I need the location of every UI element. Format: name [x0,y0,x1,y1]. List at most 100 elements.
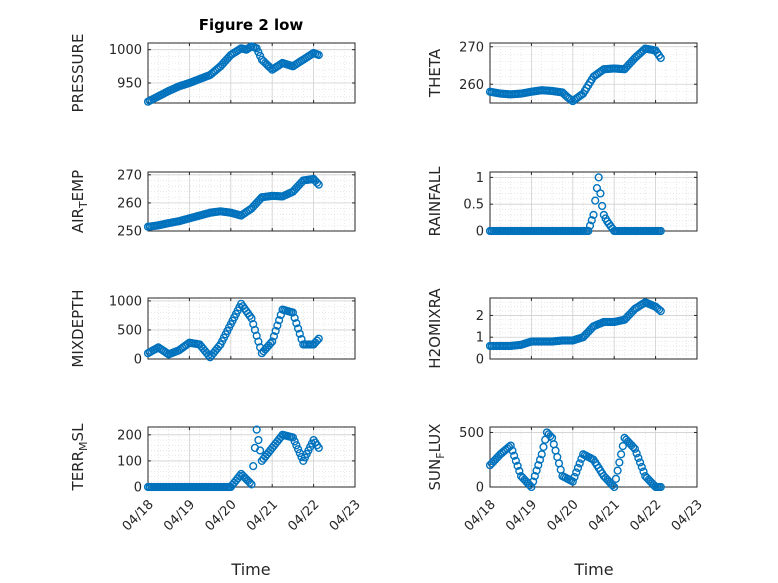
data-point [295,329,304,338]
y-tick-label: 100 [117,454,142,469]
y-tick-label: 0.5 [463,198,484,213]
panel-row4-right: 0 500 04/18 04/19 04/20 04/21 04/22 04/23 SUNFLU… [426,424,706,535]
y-axis-label: THETA [426,48,444,98]
data-point [570,472,579,482]
x-tick-label: 04/23 [327,497,364,534]
y-tick-label: 500 [459,426,484,441]
y-axis-label: H2OMIXRA [426,288,444,369]
data-point [611,474,621,483]
data-point [254,435,263,445]
data-point [252,44,261,53]
y-axis-label: MIXDEPTH [69,289,87,367]
y-label-subscript: F [434,452,447,458]
figure-title: Figure 2 low [199,16,304,34]
y-axis-label: PRESSURE [69,34,87,113]
y-label-subscript: T [77,201,90,209]
x-tick-label: 04/22 [627,497,664,534]
y-tick-label: 1000 [109,43,142,58]
data-point [566,95,576,104]
y-tick-label: 1000 [109,294,142,309]
data-point [527,482,536,492]
data-point [608,481,617,490]
data-point [537,450,546,459]
y-label-part: EMP [69,170,87,201]
y-tick-label: 0 [476,481,484,496]
y-axis-label: TERRMSL [69,423,90,492]
axes-box [489,42,698,104]
data-point [613,466,622,475]
data-point [656,226,665,236]
data-point [575,459,584,468]
axes-box [489,171,698,232]
data-point [568,477,577,486]
x-tick-label: 04/22 [285,497,322,534]
data-point [508,446,517,455]
data-point [266,339,275,348]
data-point [587,216,596,225]
x-axis-label-right: Time [573,560,613,579]
data-point [288,308,298,317]
y-label-part: AIR [69,208,87,233]
data-point [529,477,538,486]
data-point [656,306,665,316]
data-point [235,472,244,481]
x-axis-label-left: Time [230,560,270,579]
data-point [656,482,665,492]
axes-box [489,426,698,488]
data-point [506,441,515,450]
data-point [532,466,541,475]
data-point [573,463,583,473]
data-point [630,444,640,453]
data-point [615,458,624,467]
data-point [292,319,301,328]
x-tick-label: 04/20 [545,497,582,534]
y-tick-label: 0 [134,353,142,368]
x-tick-label: 04/21 [586,497,623,534]
data-point [572,468,581,477]
x-tick-label: 04/19 [503,497,540,534]
data-point [293,445,303,454]
data-point [288,433,298,442]
y-tick-label: 270 [117,168,142,183]
data-point [204,351,213,360]
y-label-part: SL [69,423,87,442]
data-point [312,336,322,345]
y-tick-label: 500 [117,323,142,338]
data-point [314,334,323,343]
panel-row2-right: 0 0.5 1 RAINFALL [426,166,698,240]
y-axis-label: SUNFLUX [426,424,447,491]
data-point [515,466,524,476]
data-point [252,425,261,434]
data-point [312,178,322,187]
data-point [534,461,543,470]
data-point [610,482,619,492]
data-point [654,305,664,314]
y-tick-label: 0 [476,225,484,240]
data-point [546,431,555,441]
data-point [616,450,626,459]
y-label-part: TERR [69,451,87,492]
y-tick-label: 2 [476,309,484,324]
panel-top-left: 950 1000 PRESSURE [69,34,356,113]
y-tick-label: 250 [117,225,142,240]
data-point [290,437,299,446]
y-axis-label: RAINFALL [426,166,444,237]
y-tick-label: 200 [117,428,142,443]
panel-row3-left: 0 500 1000 MIXDEPTH [69,289,356,368]
y-tick-label: 260 [459,78,484,93]
data-point [584,226,593,236]
panel-row4-left: 0 100 200 04/18 04/19 04/20 04/21 04/22 04/23 TER… [69,423,364,534]
data-point [271,326,280,336]
panel-row2-left: 250 260 270 AIRTEMP [69,168,356,240]
data-point [637,462,646,472]
data-point [293,324,303,333]
data-point [273,321,282,330]
data-point [269,332,279,341]
data-point [629,442,638,452]
data-point [656,53,665,63]
y-axis-label: AIRTEMP [69,170,90,233]
plot-area [490,172,697,231]
y-label-part: LUX [426,424,444,453]
y-tick-label: 0 [476,353,484,368]
data-point [635,458,645,467]
